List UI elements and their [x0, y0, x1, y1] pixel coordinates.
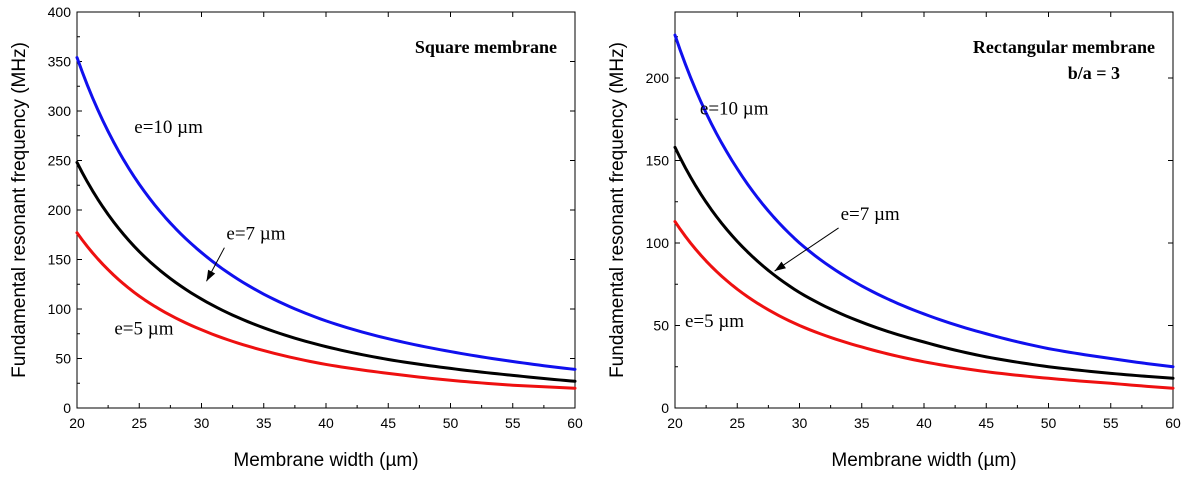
x-tick-label: 20	[69, 415, 85, 431]
series-annotation: e=5 µm	[114, 319, 173, 340]
plot-frame	[76, 11, 576, 409]
x-axis: 20 25 30 35 40 45 50 55 60	[667, 12, 1181, 431]
x-tick-label: 40	[916, 415, 932, 431]
series-line	[673, 145, 1175, 380]
x-tick-label: 30	[194, 415, 210, 431]
x-tick-label: 25	[131, 415, 147, 431]
series-line	[75, 231, 577, 390]
y-tick-label: 250	[48, 153, 72, 169]
x-tick-label: 45	[380, 415, 396, 431]
x-axis-title: Membrane width (µm)	[831, 450, 1016, 471]
annotation-arrowhead	[774, 261, 786, 272]
series-line	[673, 33, 1175, 369]
y-tick-label: 100	[646, 235, 670, 251]
series-line	[673, 220, 1175, 390]
y-tick-label: 350	[48, 54, 72, 70]
series-annotation: e=5 µm	[685, 311, 744, 332]
y-tick-label: 0	[63, 400, 71, 416]
x-tick-label: 55	[1103, 415, 1119, 431]
x-tick-label: 50	[443, 415, 459, 431]
x-tick-label: 20	[667, 415, 683, 431]
y-tick-label: 300	[48, 103, 72, 119]
y-axis-title: Fundamental resonant frequency (MHz)	[607, 42, 628, 378]
annotation-arrow	[774, 227, 839, 272]
y-tick-label: 400	[48, 4, 72, 20]
annotation-layer: e=10 µm e=7 µm e=5 µm	[685, 98, 900, 332]
series-layer	[75, 56, 577, 390]
chart-square-membrane: 20 25 30 35 40 45 50 55 60 0 50 100 150 200 250 300 350…	[9, 4, 583, 471]
x-axis: 20 25 30 35 40 45 50 55 60	[69, 12, 583, 431]
y-tick-label: 150	[646, 153, 670, 169]
y-axis: 0 50 100 150 200 250 300 350 400	[48, 4, 575, 416]
y-tick-label: 200	[48, 202, 72, 218]
x-tick-label: 45	[978, 415, 994, 431]
x-tick-label: 50	[1041, 415, 1057, 431]
chart-rectangular-membrane: 20 25 30 35 40 45 50 55 60 0 50 100 150 200 Membrane…	[607, 11, 1181, 471]
x-tick-label: 60	[1165, 415, 1181, 431]
y-tick-label: 200	[646, 70, 670, 86]
x-tick-label: 35	[256, 415, 272, 431]
panel-subtitle: b/a = 3	[1068, 63, 1120, 83]
y-tick-label: 50	[653, 318, 669, 334]
x-tick-label: 25	[729, 415, 745, 431]
x-tick-label: 60	[567, 415, 583, 431]
series-layer	[673, 33, 1175, 390]
series-line	[75, 56, 577, 371]
annotation-arrowhead	[206, 269, 216, 282]
y-tick-label: 150	[48, 252, 72, 268]
x-axis-title: Membrane width (µm)	[233, 450, 418, 471]
y-tick-label: 100	[48, 301, 72, 317]
x-tick-label: 30	[792, 415, 808, 431]
series-annotation: e=10 µm	[700, 98, 769, 119]
series-annotation: e=7 µm	[841, 204, 900, 225]
panel-title: Square membrane	[415, 37, 557, 57]
x-tick-label: 35	[854, 415, 870, 431]
annotation-layer: e=10 µm e=7 µm e=5 µm	[114, 117, 285, 340]
y-axis-title: Fundamental resonant frequency (MHz)	[9, 42, 30, 378]
series-annotation: e=10 µm	[134, 117, 203, 138]
y-tick-label: 0	[661, 400, 669, 416]
series-annotation: e=7 µm	[226, 224, 285, 245]
panel-title: Rectangular membrane	[973, 37, 1155, 57]
y-tick-label: 50	[55, 351, 71, 367]
x-tick-label: 55	[505, 415, 521, 431]
x-tick-label: 40	[318, 415, 334, 431]
series-line	[75, 160, 577, 383]
